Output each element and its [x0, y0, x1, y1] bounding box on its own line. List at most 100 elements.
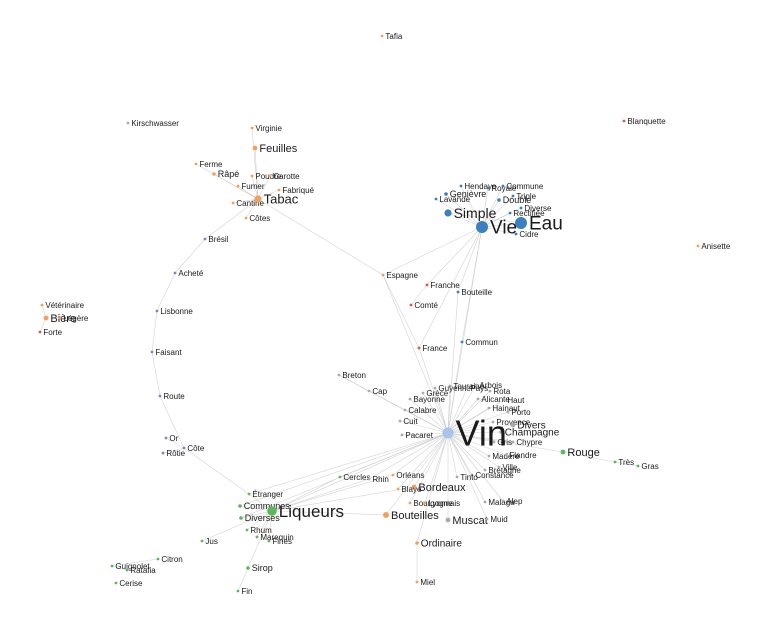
node-simple[interactable]: Simple	[444, 205, 497, 221]
node-bordeaux[interactable]: Bordeaux	[411, 482, 466, 494]
node-guignolet[interactable]: Guignolet	[110, 562, 151, 571]
node-cap[interactable]: Cap	[367, 387, 388, 396]
node-cantine[interactable]: Cantine	[231, 199, 265, 208]
node-diverse[interactable]: Diverse	[519, 204, 552, 213]
node-legere[interactable]: Légère	[58, 314, 89, 323]
node-flandre[interactable]: Flandre	[504, 451, 537, 460]
node-bouteille[interactable]: Bouteille	[456, 288, 493, 297]
node-touraine[interactable]: Touraine	[448, 382, 485, 391]
node-veterinaire[interactable]: Vétérinaire	[40, 301, 85, 310]
node-muscat[interactable]: Muscat	[445, 515, 488, 527]
node-haut[interactable]: Haut	[502, 396, 525, 405]
node-alicante[interactable]: Alicante	[476, 395, 511, 404]
node-ferme[interactable]: Ferme	[194, 160, 223, 169]
node-sirop[interactable]: Sirop	[246, 563, 273, 573]
node-communes[interactable]: Communes	[238, 501, 290, 511]
node-guyenne[interactable]: Guyenne	[433, 384, 472, 393]
node-forte[interactable]: Forte	[38, 328, 63, 337]
node-gras[interactable]: Gras	[636, 462, 659, 471]
node-bayonne[interactable]: Bayonne	[408, 395, 446, 404]
node-comte[interactable]: Comté	[409, 301, 439, 310]
node-bourgogne[interactable]: Bourgogne	[408, 499, 453, 508]
node-pacaret[interactable]: Pacaret	[400, 431, 434, 440]
node-cidre[interactable]: Cidre	[514, 230, 539, 239]
node-miel[interactable]: Miel	[415, 578, 436, 587]
node-grece[interactable]: Grèce	[421, 389, 449, 398]
node-faisant[interactable]: Faisant	[150, 348, 183, 357]
node-feuilles[interactable]: Feuilles	[252, 143, 298, 155]
node-ratafia[interactable]: Ratafia	[125, 566, 157, 575]
node-pays[interactable]: Pays	[465, 384, 489, 393]
node-bretagne[interactable]: Bretagne	[483, 466, 522, 475]
node-double[interactable]: Double	[497, 195, 531, 205]
node-franche[interactable]: Franche	[425, 281, 461, 290]
node-hainaut[interactable]: Hainaut	[487, 404, 521, 413]
node-constance[interactable]: Constance	[470, 471, 515, 480]
node-arbois[interactable]: Arbois	[474, 381, 502, 390]
node-blanquette[interactable]: Blanquette	[622, 117, 667, 126]
node-ordinaire[interactable]: Ordinaire	[415, 539, 462, 550]
node-citron[interactable]: Citron	[156, 555, 183, 564]
node-cuit[interactable]: Cuit	[398, 417, 419, 426]
node-royale[interactable]: Royale	[486, 184, 517, 193]
node-cote[interactable]: Côte	[182, 444, 205, 453]
node-jus[interactable]: Jus	[200, 537, 218, 546]
node-fabrique[interactable]: Fabriqué	[277, 186, 315, 195]
node-hendaye[interactable]: Hendaye	[459, 182, 497, 191]
node-rhin[interactable]: Rhin	[367, 475, 389, 484]
node-lyonnais[interactable]: Lyonnais	[423, 499, 461, 508]
node-divers[interactable]: Divers	[510, 421, 546, 432]
node-bouteilles[interactable]: Bouteilles	[383, 510, 439, 522]
node-lisbonne[interactable]: Lisbonne	[155, 307, 194, 316]
node-or[interactable]: Or	[164, 434, 179, 443]
node-achete[interactable]: Acheté	[173, 269, 204, 278]
node-calabre[interactable]: Calabre	[403, 406, 437, 415]
node-liqueurs[interactable]: Liqueurs	[267, 502, 344, 521]
node-fines[interactable]: Fines	[267, 537, 292, 546]
node-diverses[interactable]: Diverses	[239, 513, 280, 523]
node-champagne[interactable]: Champagne	[499, 428, 560, 439]
node-vin[interactable]: Vin	[442, 413, 507, 454]
node-rota[interactable]: Rota	[488, 387, 511, 396]
node-route[interactable]: Route	[158, 392, 186, 401]
node-tabac[interactable]: Tabac	[254, 192, 299, 207]
node-ville[interactable]: Ville	[497, 463, 518, 472]
node-tres[interactable]: Très	[613, 458, 635, 467]
node-rape[interactable]: Râpé	[212, 169, 239, 179]
node-vie[interactable]: Vie	[476, 218, 517, 239]
node-etranger[interactable]: Étranger	[247, 490, 284, 499]
node-kirschwasser[interactable]: Kirschwasser	[126, 119, 180, 128]
node-espagne[interactable]: Espagne	[381, 271, 419, 280]
node-gris[interactable]: Gris	[492, 438, 512, 447]
node-chypre[interactable]: Chypre	[511, 438, 543, 447]
node-marequin[interactable]: Marequin	[255, 533, 294, 542]
node-malaga[interactable]: Malaga	[483, 498, 516, 507]
node-tafia[interactable]: Tafia	[380, 32, 403, 41]
node-rhum[interactable]: Rhum	[245, 526, 272, 535]
node-carotte[interactable]: Carotte	[268, 172, 301, 181]
node-commune[interactable]: Commune	[501, 182, 544, 191]
node-tinto[interactable]: Tinto	[455, 473, 479, 482]
node-cerise[interactable]: Cerise	[114, 579, 143, 588]
node-cercles[interactable]: Cercles	[338, 473, 371, 482]
node-lavande[interactable]: Lavande	[434, 195, 471, 204]
node-france[interactable]: France	[417, 344, 448, 353]
node-blaye[interactable]: Blaye	[396, 485, 422, 494]
node-commun[interactable]: Commun	[460, 338, 498, 347]
node-provence[interactable]: Provence	[491, 418, 531, 427]
node-triple[interactable]: Triple	[511, 192, 537, 201]
node-rotie[interactable]: Rôtie	[161, 449, 186, 458]
node-muid[interactable]: Muid	[485, 515, 508, 524]
node-rouge[interactable]: Rouge	[560, 447, 600, 459]
node-genievre[interactable]: Genièvre	[444, 189, 486, 199]
node-porto[interactable]: Porto	[506, 408, 531, 417]
node-poudre[interactable]: Poudre	[250, 172, 282, 181]
node-rectifiee[interactable]: Rectifiée	[508, 209, 545, 218]
node-orleans[interactable]: Orléans	[391, 471, 425, 480]
node-eau[interactable]: Eau	[515, 214, 563, 235]
node-bresil[interactable]: Brésil	[203, 235, 229, 244]
node-alep[interactable]: Alep	[501, 497, 523, 506]
node-fin[interactable]: Fin	[236, 587, 253, 596]
node-virginie[interactable]: Virginie	[250, 124, 283, 133]
node-cotes[interactable]: Côtes	[244, 214, 271, 223]
